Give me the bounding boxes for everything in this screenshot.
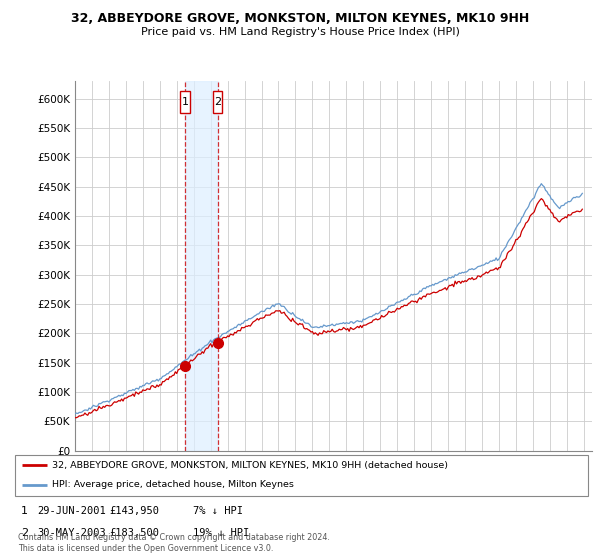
Text: Contains HM Land Registry data © Crown copyright and database right 2024.
This d: Contains HM Land Registry data © Crown c… xyxy=(18,533,330,553)
Text: 32, ABBEYDORE GROVE, MONKSTON, MILTON KEYNES, MK10 9HH (detached house): 32, ABBEYDORE GROVE, MONKSTON, MILTON KE… xyxy=(52,461,448,470)
Text: 19% ↓ HPI: 19% ↓ HPI xyxy=(193,528,250,538)
Text: £183,500: £183,500 xyxy=(109,528,159,538)
Text: 7% ↓ HPI: 7% ↓ HPI xyxy=(193,506,243,516)
Text: £143,950: £143,950 xyxy=(109,506,159,516)
Text: 1: 1 xyxy=(182,97,188,107)
Text: 2: 2 xyxy=(21,528,28,538)
Text: 1: 1 xyxy=(21,506,28,516)
Text: 2: 2 xyxy=(214,97,221,107)
Text: 29-JUN-2001: 29-JUN-2001 xyxy=(37,506,106,516)
FancyBboxPatch shape xyxy=(181,91,190,113)
Text: Price paid vs. HM Land Registry's House Price Index (HPI): Price paid vs. HM Land Registry's House … xyxy=(140,27,460,37)
Text: HPI: Average price, detached house, Milton Keynes: HPI: Average price, detached house, Milt… xyxy=(52,480,294,489)
FancyBboxPatch shape xyxy=(213,91,222,113)
Text: 30-MAY-2003: 30-MAY-2003 xyxy=(37,528,106,538)
Bar xyxy=(185,81,218,451)
FancyBboxPatch shape xyxy=(15,455,588,496)
Text: 32, ABBEYDORE GROVE, MONKSTON, MILTON KEYNES, MK10 9HH: 32, ABBEYDORE GROVE, MONKSTON, MILTON KE… xyxy=(71,12,529,25)
